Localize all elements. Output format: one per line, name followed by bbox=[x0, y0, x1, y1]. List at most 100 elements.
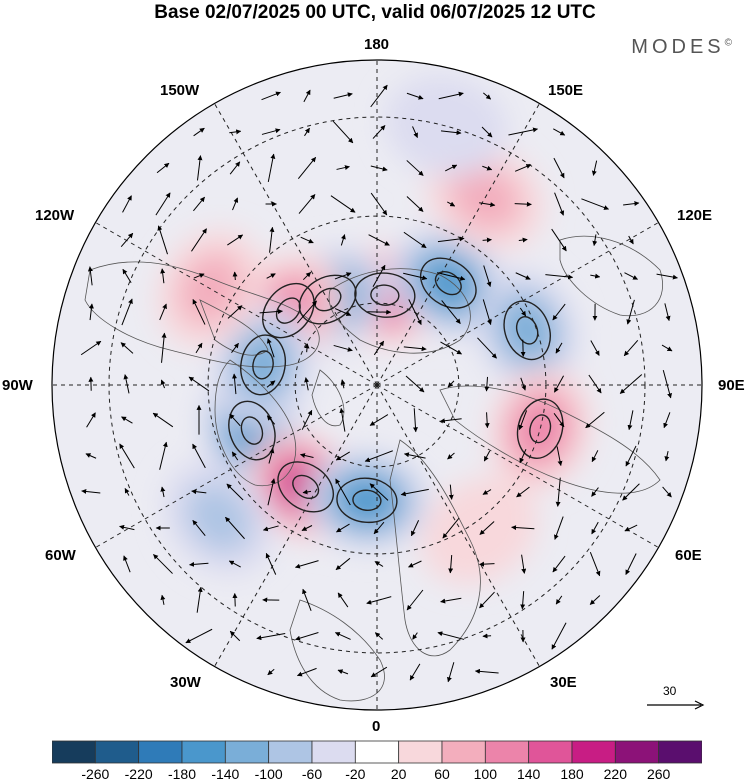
colorbar-tick-label: 180 bbox=[560, 766, 584, 782]
wind-vector bbox=[408, 299, 422, 326]
wind-vector bbox=[479, 202, 496, 208]
wind-vector bbox=[623, 201, 640, 207]
wind-vector bbox=[298, 194, 316, 214]
wind-vector bbox=[267, 478, 276, 506]
wind-vector bbox=[479, 521, 495, 535]
wind-vector bbox=[295, 631, 319, 641]
wind-vector bbox=[555, 342, 563, 354]
wind-vector bbox=[121, 416, 133, 424]
colorbar-tick-label: 260 bbox=[646, 766, 671, 782]
colorbar bbox=[52, 740, 702, 764]
wind-vector bbox=[403, 231, 427, 249]
wind-vector bbox=[483, 450, 491, 462]
wind-vector bbox=[340, 234, 346, 246]
wind-vector bbox=[261, 91, 281, 101]
wind-vector bbox=[268, 447, 275, 464]
wind-vector bbox=[267, 668, 275, 676]
wind-vector bbox=[545, 274, 574, 280]
wind-vector bbox=[160, 379, 166, 389]
wind-vector bbox=[121, 298, 133, 326]
wind-vector bbox=[340, 379, 346, 389]
colorbar-tick-label: -140 bbox=[211, 766, 240, 782]
wind-vector bbox=[412, 408, 418, 433]
height-contour bbox=[240, 334, 287, 396]
wind-vector bbox=[373, 340, 385, 356]
wind-vector bbox=[448, 484, 454, 500]
wind-vector bbox=[441, 300, 461, 324]
wind-vector bbox=[368, 234, 390, 246]
wind-vector bbox=[518, 410, 528, 431]
wind-vector bbox=[304, 343, 310, 353]
wind-vector bbox=[373, 521, 385, 535]
polar-stereographic-map bbox=[51, 59, 703, 711]
wind-vector bbox=[332, 120, 354, 144]
colorbar-swatch bbox=[658, 740, 702, 764]
wind-vector bbox=[153, 554, 173, 574]
wind-vector bbox=[592, 234, 598, 247]
wind-vector bbox=[479, 591, 495, 609]
wind-vector bbox=[336, 165, 350, 170]
lon-label-120e: 120E bbox=[677, 207, 713, 224]
wind-vector bbox=[663, 412, 671, 429]
wind-vector bbox=[406, 160, 424, 176]
wind-vector bbox=[122, 268, 132, 284]
map-border bbox=[51, 59, 703, 711]
wind-vector bbox=[185, 628, 213, 644]
wind-vector bbox=[553, 128, 566, 136]
wind-vector bbox=[232, 197, 239, 211]
height-contour bbox=[275, 297, 301, 324]
wind-vector bbox=[662, 369, 672, 399]
wind-vector bbox=[192, 299, 206, 325]
wind-vector bbox=[304, 127, 310, 137]
height-contour bbox=[434, 270, 462, 296]
colorbar-tick-label: -260 bbox=[81, 766, 110, 782]
wind-vector bbox=[302, 489, 312, 495]
wind-vector bbox=[482, 633, 492, 639]
wind-vector bbox=[437, 272, 466, 281]
wind-vector bbox=[511, 525, 535, 531]
wind-vector bbox=[228, 560, 241, 568]
colorbar-tick-label: 60 bbox=[434, 766, 450, 782]
wind-vector bbox=[591, 160, 598, 176]
wind-vector bbox=[477, 337, 497, 359]
wind-vector bbox=[370, 84, 388, 108]
wind-vector bbox=[302, 588, 312, 612]
wind-vector bbox=[484, 412, 490, 429]
wind-vector bbox=[87, 266, 93, 286]
wind-vector bbox=[369, 483, 389, 501]
colorbar-swatch bbox=[181, 740, 226, 764]
meridian-line bbox=[214, 384, 378, 667]
height-contour bbox=[354, 272, 416, 318]
wind-vector bbox=[367, 309, 392, 315]
wind-vector bbox=[482, 299, 492, 326]
anomaly-blob bbox=[239, 336, 287, 394]
wind-vector bbox=[483, 265, 492, 288]
wind-vector bbox=[552, 303, 566, 321]
wind-vector bbox=[119, 524, 135, 531]
wind-vector bbox=[625, 553, 637, 575]
wind-vector bbox=[623, 339, 639, 357]
wind-vector bbox=[297, 300, 317, 324]
wind-vector bbox=[120, 232, 134, 248]
map-title: Base 02/07/2025 00 UTC, valid 06/07/2025… bbox=[154, 2, 596, 23]
wind-vector bbox=[193, 273, 205, 279]
wind-vector bbox=[229, 161, 241, 175]
wind-vector bbox=[520, 339, 526, 357]
wind-vector bbox=[192, 443, 206, 469]
wind-vector bbox=[364, 450, 393, 462]
wind-vector bbox=[232, 271, 238, 281]
wind-vector bbox=[664, 450, 670, 462]
wind-vector bbox=[266, 273, 276, 279]
wind-vector bbox=[521, 554, 527, 574]
meridian-line bbox=[95, 384, 378, 548]
wind-vector bbox=[626, 299, 635, 325]
wind-vector bbox=[294, 560, 319, 569]
height-contour bbox=[336, 477, 398, 524]
wind-vector bbox=[627, 410, 634, 431]
wind-vector bbox=[554, 516, 564, 540]
wind-vector bbox=[403, 346, 427, 352]
height-contour bbox=[515, 316, 539, 345]
wind-vector bbox=[553, 157, 565, 179]
wind-vector bbox=[330, 195, 356, 213]
wind-vector bbox=[409, 663, 421, 681]
